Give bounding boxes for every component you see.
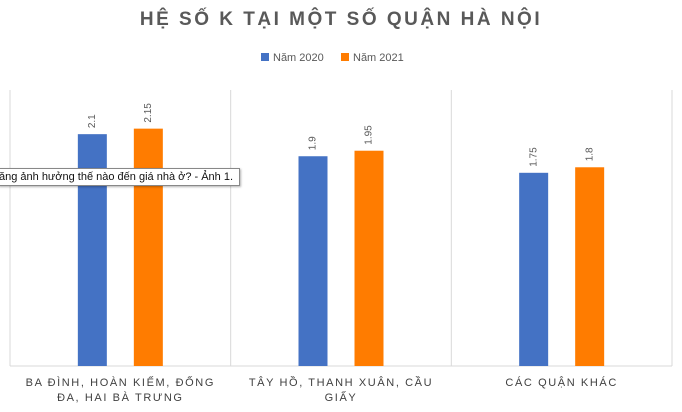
data-label: 1.9 xyxy=(308,136,319,150)
bar xyxy=(354,150,384,366)
x-tick-label: TÂY HỒ, THANH XUÂN, CẦU GIẤY xyxy=(248,377,434,404)
data-label: 1.8 xyxy=(584,147,595,161)
bar xyxy=(575,167,605,366)
legend-label: Năm 2020 xyxy=(273,52,324,64)
legend-swatch xyxy=(261,53,269,61)
data-label: 2.1 xyxy=(87,114,98,128)
x-tick-label: CÁC QUẬN KHÁC xyxy=(505,377,618,389)
x-tick-label: BA ĐÌNH, HOÀN KIẾM, ĐỐNG ĐA, HAI BÀ TRƯN… xyxy=(25,377,216,404)
data-label: 2.15 xyxy=(143,103,154,123)
chart-title: HỆ SỐ K TẠI MỘT SỐ QUẬN HÀ NỘI xyxy=(140,8,542,30)
bar xyxy=(133,128,163,366)
legend-swatch xyxy=(341,53,349,61)
data-label: 1.75 xyxy=(528,147,539,167)
bar xyxy=(298,156,328,366)
tooltip: ăng ảnh hưởng thế nào đến giá nhà ở? - Ả… xyxy=(0,168,241,186)
data-label: 1.95 xyxy=(364,125,375,145)
bar xyxy=(519,172,549,366)
legend-label: Năm 2021 xyxy=(353,52,404,64)
